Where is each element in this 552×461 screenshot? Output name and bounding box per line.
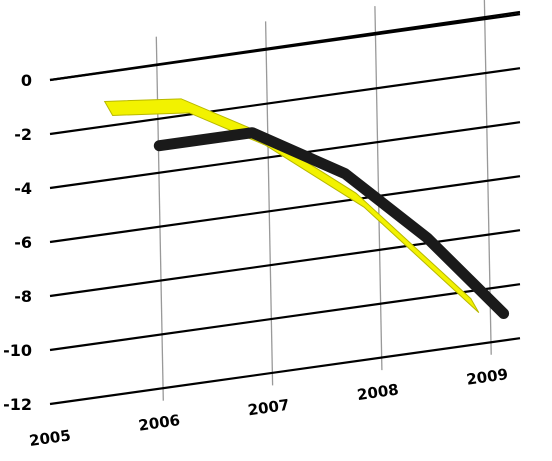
x-tick-label: 2007 [247,396,291,420]
horizontal-gridlines [49,10,521,406]
gridline-x-2 [374,6,383,371]
gridline-x-0 [155,36,164,401]
series-group [103,98,510,319]
gridline-y-6 [49,337,521,406]
gridline-y-1 [49,67,521,136]
x-axis-tick-labels: 2005 2006 2007 2008 2009 [28,365,509,450]
y-tick-label: -8 [14,287,32,306]
series-black-line [153,127,510,319]
y-tick-label: -6 [14,233,32,252]
y-tick-label: -10 [3,341,32,360]
y-tick-label: -12 [3,395,32,414]
y-tick-label: -2 [14,125,32,144]
series-yellow-ribbon [103,98,480,313]
x-tick-label: 2006 [137,411,181,435]
gridline-top [49,10,521,82]
y-tick-label: 0 [21,71,32,90]
gridline-y-3 [49,175,521,244]
y-axis-tick-labels: 0 -2 -4 -6 -8 -10 -12 [3,71,32,414]
x-tick-label: 2009 [465,365,509,389]
gridline-y-4 [49,229,521,298]
gridline-x-1 [264,21,274,386]
x-tick-label: 2008 [356,380,400,404]
y-tick-label: -4 [14,179,32,198]
gridline-y-5 [49,283,521,352]
x-tick-label: 2005 [28,426,72,450]
vertical-gridlines [155,0,492,401]
